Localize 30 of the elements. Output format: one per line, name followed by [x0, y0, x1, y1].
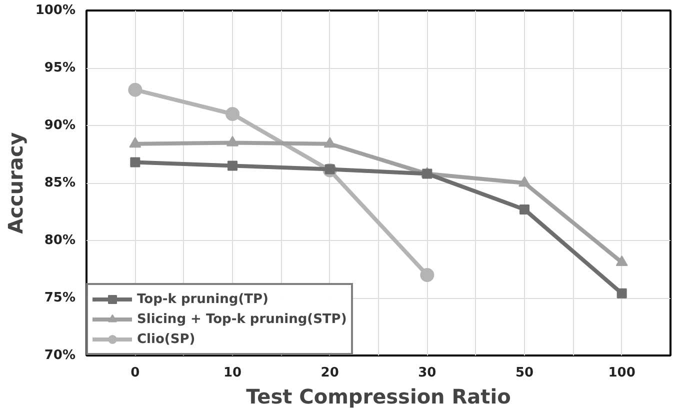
x-tick-label: 30: [418, 366, 436, 380]
x-tick-label: 0: [130, 366, 140, 380]
point: [420, 268, 434, 282]
legend-label: Top-k pruning(TP): [137, 292, 268, 306]
y-tick-label: 70%: [44, 348, 76, 363]
point: [518, 176, 530, 187]
point: [226, 136, 238, 146]
y-tick-label: 100%: [35, 3, 76, 18]
x-tick-label: 10: [223, 366, 242, 380]
point: [616, 256, 628, 266]
x-tick-label: 50: [515, 366, 534, 380]
y-tick-label: 95%: [44, 60, 76, 76]
point: [616, 288, 627, 298]
point: [520, 204, 530, 214]
y-axis-title: Accuracy: [3, 132, 28, 234]
point: [130, 157, 140, 168]
point: [226, 107, 240, 121]
point: [128, 82, 142, 97]
y-tick-label: 80%: [44, 233, 76, 248]
y-tick-label: 85%: [44, 176, 76, 190]
y-tick-label: 90%: [44, 118, 76, 133]
point: [228, 160, 238, 171]
x-axis-title: Test Compression Ratio: [246, 384, 511, 408]
x-tick-label: 20: [320, 366, 339, 380]
x-tick-label: 100: [608, 366, 636, 380]
point: [324, 137, 336, 148]
point: [129, 137, 142, 148]
legend-label: Slicing + Top-k pruning(STP): [137, 312, 347, 326]
y-tick-label: 75%: [44, 290, 76, 306]
legend-label: Clio(SP): [137, 332, 196, 346]
